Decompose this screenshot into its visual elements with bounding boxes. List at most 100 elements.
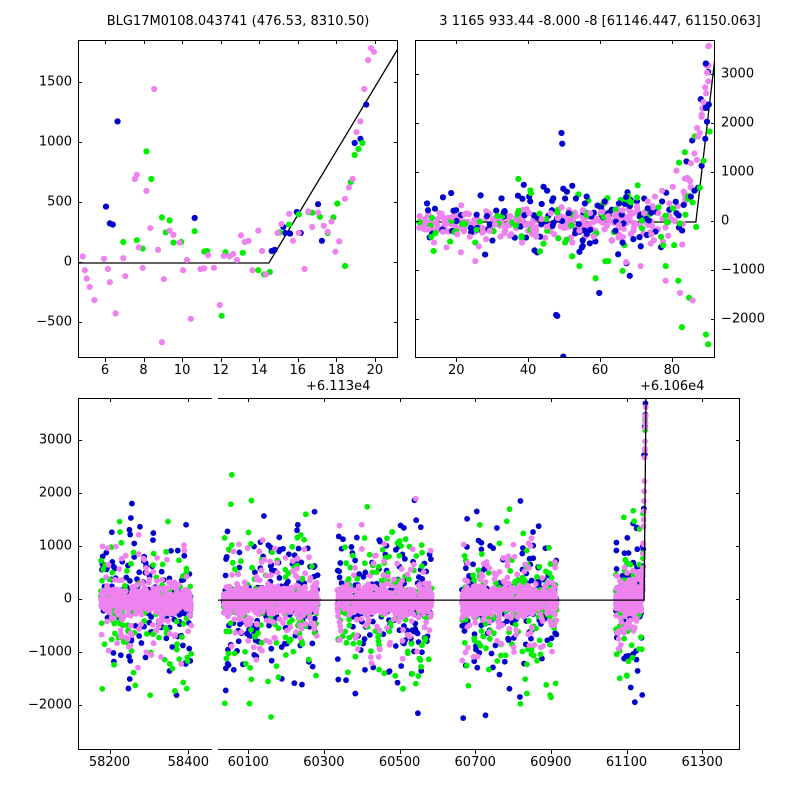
- axis-tick: [600, 40, 602, 44]
- axis-tick: [323, 750, 325, 754]
- top-right-plot-area: [416, 42, 714, 357]
- axis-tick: [394, 262, 398, 263]
- xtick-label: 61300: [681, 755, 723, 770]
- axis-tick: [394, 142, 398, 143]
- xtick-label: 40: [519, 363, 537, 378]
- axis-tick: [475, 750, 477, 754]
- axis-tick: [528, 358, 530, 362]
- axis-tick: [323, 398, 325, 402]
- top-left-title: BLG17M0108.043741 (476.53, 8310.50): [106, 14, 370, 29]
- axis-tick: [78, 202, 82, 203]
- axis-tick: [109, 398, 111, 402]
- axis-tick: [702, 750, 704, 754]
- axis-tick: [475, 398, 477, 402]
- axis-tick: [702, 398, 704, 402]
- axis-tick: [711, 269, 715, 271]
- axis-tick: [374, 358, 376, 362]
- axis-tick: [336, 40, 338, 44]
- axis-tick: [399, 398, 401, 402]
- xtick-label: 12: [212, 363, 229, 378]
- axis-tick: [78, 142, 82, 143]
- axis-tick: [394, 202, 398, 203]
- axis-tick: [550, 750, 552, 754]
- axis-tick: [528, 40, 530, 44]
- axis-tick: [297, 358, 299, 362]
- ytick-label: 1000: [38, 134, 72, 150]
- axis-tick: [78, 652, 82, 654]
- axis-tick: [415, 269, 419, 271]
- axis-tick: [626, 750, 628, 754]
- xtick-label: 16: [289, 363, 307, 378]
- ytick-label: 1000: [721, 164, 755, 180]
- xtick-label: 61100: [605, 755, 648, 770]
- axis-tick: [374, 40, 376, 44]
- top-right-x-offset-text: +6.106e4: [640, 379, 705, 394]
- axis-tick: [78, 493, 82, 495]
- axis-tick: [259, 40, 261, 44]
- axis-tick: [78, 322, 82, 323]
- axis-tick: [711, 172, 715, 174]
- axis-tick: [143, 358, 145, 362]
- axis-tick: [671, 358, 673, 362]
- xtick-label: 60100: [227, 755, 269, 770]
- xtick-label: 8: [139, 363, 148, 378]
- xtick-label: 60: [591, 363, 609, 378]
- ytick-label: 2000: [38, 485, 72, 501]
- xtick-label: 20: [448, 363, 465, 378]
- axis-tick: [600, 358, 602, 362]
- axis-tick: [297, 40, 299, 44]
- ytick-label: −2000: [721, 311, 765, 327]
- axis-tick: [394, 82, 398, 83]
- axis-tick: [104, 40, 106, 44]
- xtick-label: 20: [366, 363, 384, 378]
- axis-tick: [182, 358, 184, 362]
- xtick-label: 10: [173, 363, 191, 378]
- axis-tick: [78, 599, 82, 601]
- axis-tick: [220, 40, 222, 44]
- axis-tick: [626, 398, 628, 402]
- axis-tick: [736, 652, 740, 654]
- bottom-left-axes: [78, 398, 212, 750]
- axis-tick: [671, 40, 673, 44]
- axis-tick: [711, 123, 715, 125]
- axis-tick: [78, 546, 82, 548]
- axis-tick: [736, 599, 740, 601]
- axis-tick: [182, 40, 184, 44]
- axis-tick: [78, 440, 82, 442]
- axis-tick: [78, 82, 82, 83]
- axis-tick: [550, 398, 552, 402]
- axis-tick: [394, 322, 398, 323]
- top-left-x-offset-text: +6.113e4: [306, 379, 371, 394]
- bottom-right-plot-area: [218, 399, 649, 721]
- xtick-label: 80: [663, 363, 681, 378]
- axis-tick: [736, 493, 740, 495]
- ytick-label: −500: [36, 314, 72, 330]
- top-left-axes: [78, 40, 398, 358]
- axis-tick: [736, 705, 740, 706]
- axis-tick: [220, 358, 222, 362]
- axis-tick: [456, 40, 458, 44]
- axis-tick: [399, 750, 401, 754]
- axis-tick: [456, 358, 458, 362]
- bottom-left-plot-area: [98, 500, 195, 699]
- ytick-label: 3000: [721, 66, 755, 82]
- axis-tick: [415, 318, 419, 320]
- ytick-label: 1500: [38, 74, 72, 90]
- axis-tick: [104, 358, 106, 362]
- xtick-label: 58400: [167, 755, 210, 770]
- axis-tick: [78, 262, 82, 263]
- axis-tick: [711, 318, 715, 320]
- xtick-label: 58200: [88, 755, 131, 770]
- axis-tick: [711, 221, 715, 222]
- xtick-label: 60900: [530, 755, 572, 770]
- axis-tick: [336, 358, 338, 362]
- axis-tick: [109, 750, 111, 754]
- top-left-plot-area: [79, 45, 397, 346]
- ytick-label: 0: [63, 591, 72, 607]
- axis-tick: [736, 440, 740, 442]
- axis-tick: [188, 398, 190, 402]
- ytick-label: 2000: [721, 115, 755, 131]
- xtick-label: 18: [328, 363, 345, 378]
- ytick-label: 1000: [38, 538, 72, 554]
- axis-tick: [711, 74, 715, 76]
